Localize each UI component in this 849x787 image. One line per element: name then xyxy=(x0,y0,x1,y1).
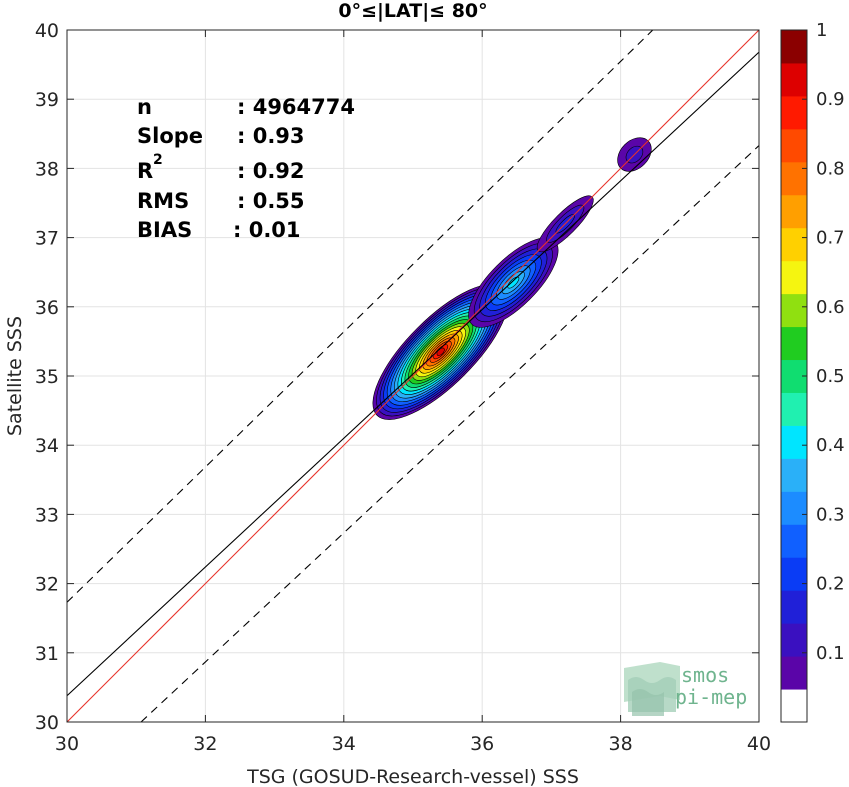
x-tick-label-2: 34 xyxy=(332,733,356,755)
colorbar-segment-17 xyxy=(781,128,807,163)
logo-line2: pi-mep xyxy=(675,685,747,709)
y-tick-label-5: 35 xyxy=(35,366,59,388)
colorbar-segment-0 xyxy=(781,689,807,723)
stat-slope-value: : 0.93 xyxy=(237,124,305,148)
x-axis-label: TSG (GOSUD-Research-vessel) SSS xyxy=(246,766,579,787)
stat-slope-label: Slope xyxy=(137,124,203,148)
y-tick-label-6: 36 xyxy=(35,297,59,319)
colorbar-tick-labels: 0.1 0.2 0.3 0.4 0.5 0.6 0.7 0.8 0.9 1 xyxy=(816,20,845,664)
colorbar-segment-15 xyxy=(781,194,807,229)
colorbar-segment-18 xyxy=(781,95,807,130)
lower-bound-line xyxy=(140,145,759,722)
y-tick-label-3: 33 xyxy=(35,504,59,526)
colorbar-tick-label-0: 0.1 xyxy=(816,643,845,664)
stat-r2-label: R xyxy=(137,159,153,183)
wave-stack-icon xyxy=(624,662,680,716)
stat-r2-superscript: 2 xyxy=(153,152,163,168)
colorbar-tick-label-6: 0.7 xyxy=(816,228,845,249)
x-tick-label-0: 30 xyxy=(55,733,79,755)
x-tick-label-1: 32 xyxy=(193,733,217,755)
regression-line xyxy=(67,51,759,697)
colorbar-segment-20 xyxy=(781,30,807,64)
chart-title: 0°≤|LAT|≤ 80° xyxy=(338,0,487,22)
colorbar-tick-label-8: 0.9 xyxy=(816,89,845,110)
logo-line1: smos xyxy=(681,663,729,687)
stat-n-value: : 4964774 xyxy=(237,95,355,119)
colorbar-tick-label-2: 0.3 xyxy=(816,504,845,525)
density-contour-1-8 xyxy=(507,276,520,289)
colorbar-segment-8 xyxy=(781,425,807,459)
y-tick-label-1: 31 xyxy=(35,643,59,665)
colorbar-segment-3 xyxy=(781,590,807,624)
y-tick-label-9: 39 xyxy=(35,89,59,111)
colorbar-segment-14 xyxy=(781,227,807,262)
colorbar-tick-label-9: 1 xyxy=(816,20,827,41)
colorbar-segment-11 xyxy=(781,326,807,361)
stat-n-label: n xyxy=(137,95,152,119)
y-tick-label-10: 40 xyxy=(35,20,59,42)
colorbar-segment-13 xyxy=(781,260,807,295)
statistics-box: n : 4964774 Slope : 0.93 R 2 : 0.92 RMS … xyxy=(137,95,355,242)
y-tick-label-4: 34 xyxy=(35,435,59,457)
stat-bias-value: : 0.01 xyxy=(233,218,301,242)
y-tick-label-7: 37 xyxy=(35,228,59,250)
x-tick-labels: 30 32 34 36 38 40 xyxy=(55,733,771,755)
colorbar-tick-label-1: 0.2 xyxy=(816,574,845,595)
y-tick-label-8: 38 xyxy=(35,158,59,180)
axes xyxy=(66,29,760,723)
colorbar-segment-5 xyxy=(781,524,807,558)
x-tick-label-5: 40 xyxy=(747,733,771,755)
stat-rms-label: RMS xyxy=(137,189,189,213)
colorbar xyxy=(780,29,808,723)
colorbar-tick-label-4: 0.5 xyxy=(816,366,845,387)
y-tick-labels: 30 31 32 33 34 35 36 37 38 39 40 xyxy=(35,20,59,734)
colorbar-segment-4 xyxy=(781,557,807,591)
colorbar-segment-16 xyxy=(781,161,807,196)
one-to-one-line xyxy=(67,30,759,722)
colorbar-tick-label-3: 0.4 xyxy=(816,435,845,456)
colorbar-segment-12 xyxy=(781,293,807,328)
colorbar-tick-label-7: 0.8 xyxy=(816,158,845,179)
stat-bias-label: BIAS xyxy=(137,218,192,242)
stat-r2-value: : 0.92 xyxy=(237,159,305,183)
colorbar-tick-label-5: 0.6 xyxy=(816,297,845,318)
colorbar-segment-9 xyxy=(781,392,807,426)
y-tick-label-2: 32 xyxy=(35,574,59,596)
colorbar-segment-1 xyxy=(781,656,807,690)
colorbar-segment-6 xyxy=(781,491,807,525)
upper-bound-line xyxy=(67,30,654,603)
colorbar-segment-7 xyxy=(781,458,807,492)
x-tick-label-3: 36 xyxy=(470,733,494,755)
y-tick-label-0: 30 xyxy=(35,712,59,734)
colorbar-segment-2 xyxy=(781,623,807,657)
reference-lines xyxy=(67,30,759,722)
density-contours xyxy=(372,137,652,420)
smos-pi-mep-logo: smos pi-mep xyxy=(624,662,747,716)
y-axis-label: Satellite SSS xyxy=(4,316,26,436)
x-tick-label-4: 38 xyxy=(609,733,633,755)
colorbar-segment-19 xyxy=(781,62,807,97)
stat-rms-value: : 0.55 xyxy=(237,189,305,213)
